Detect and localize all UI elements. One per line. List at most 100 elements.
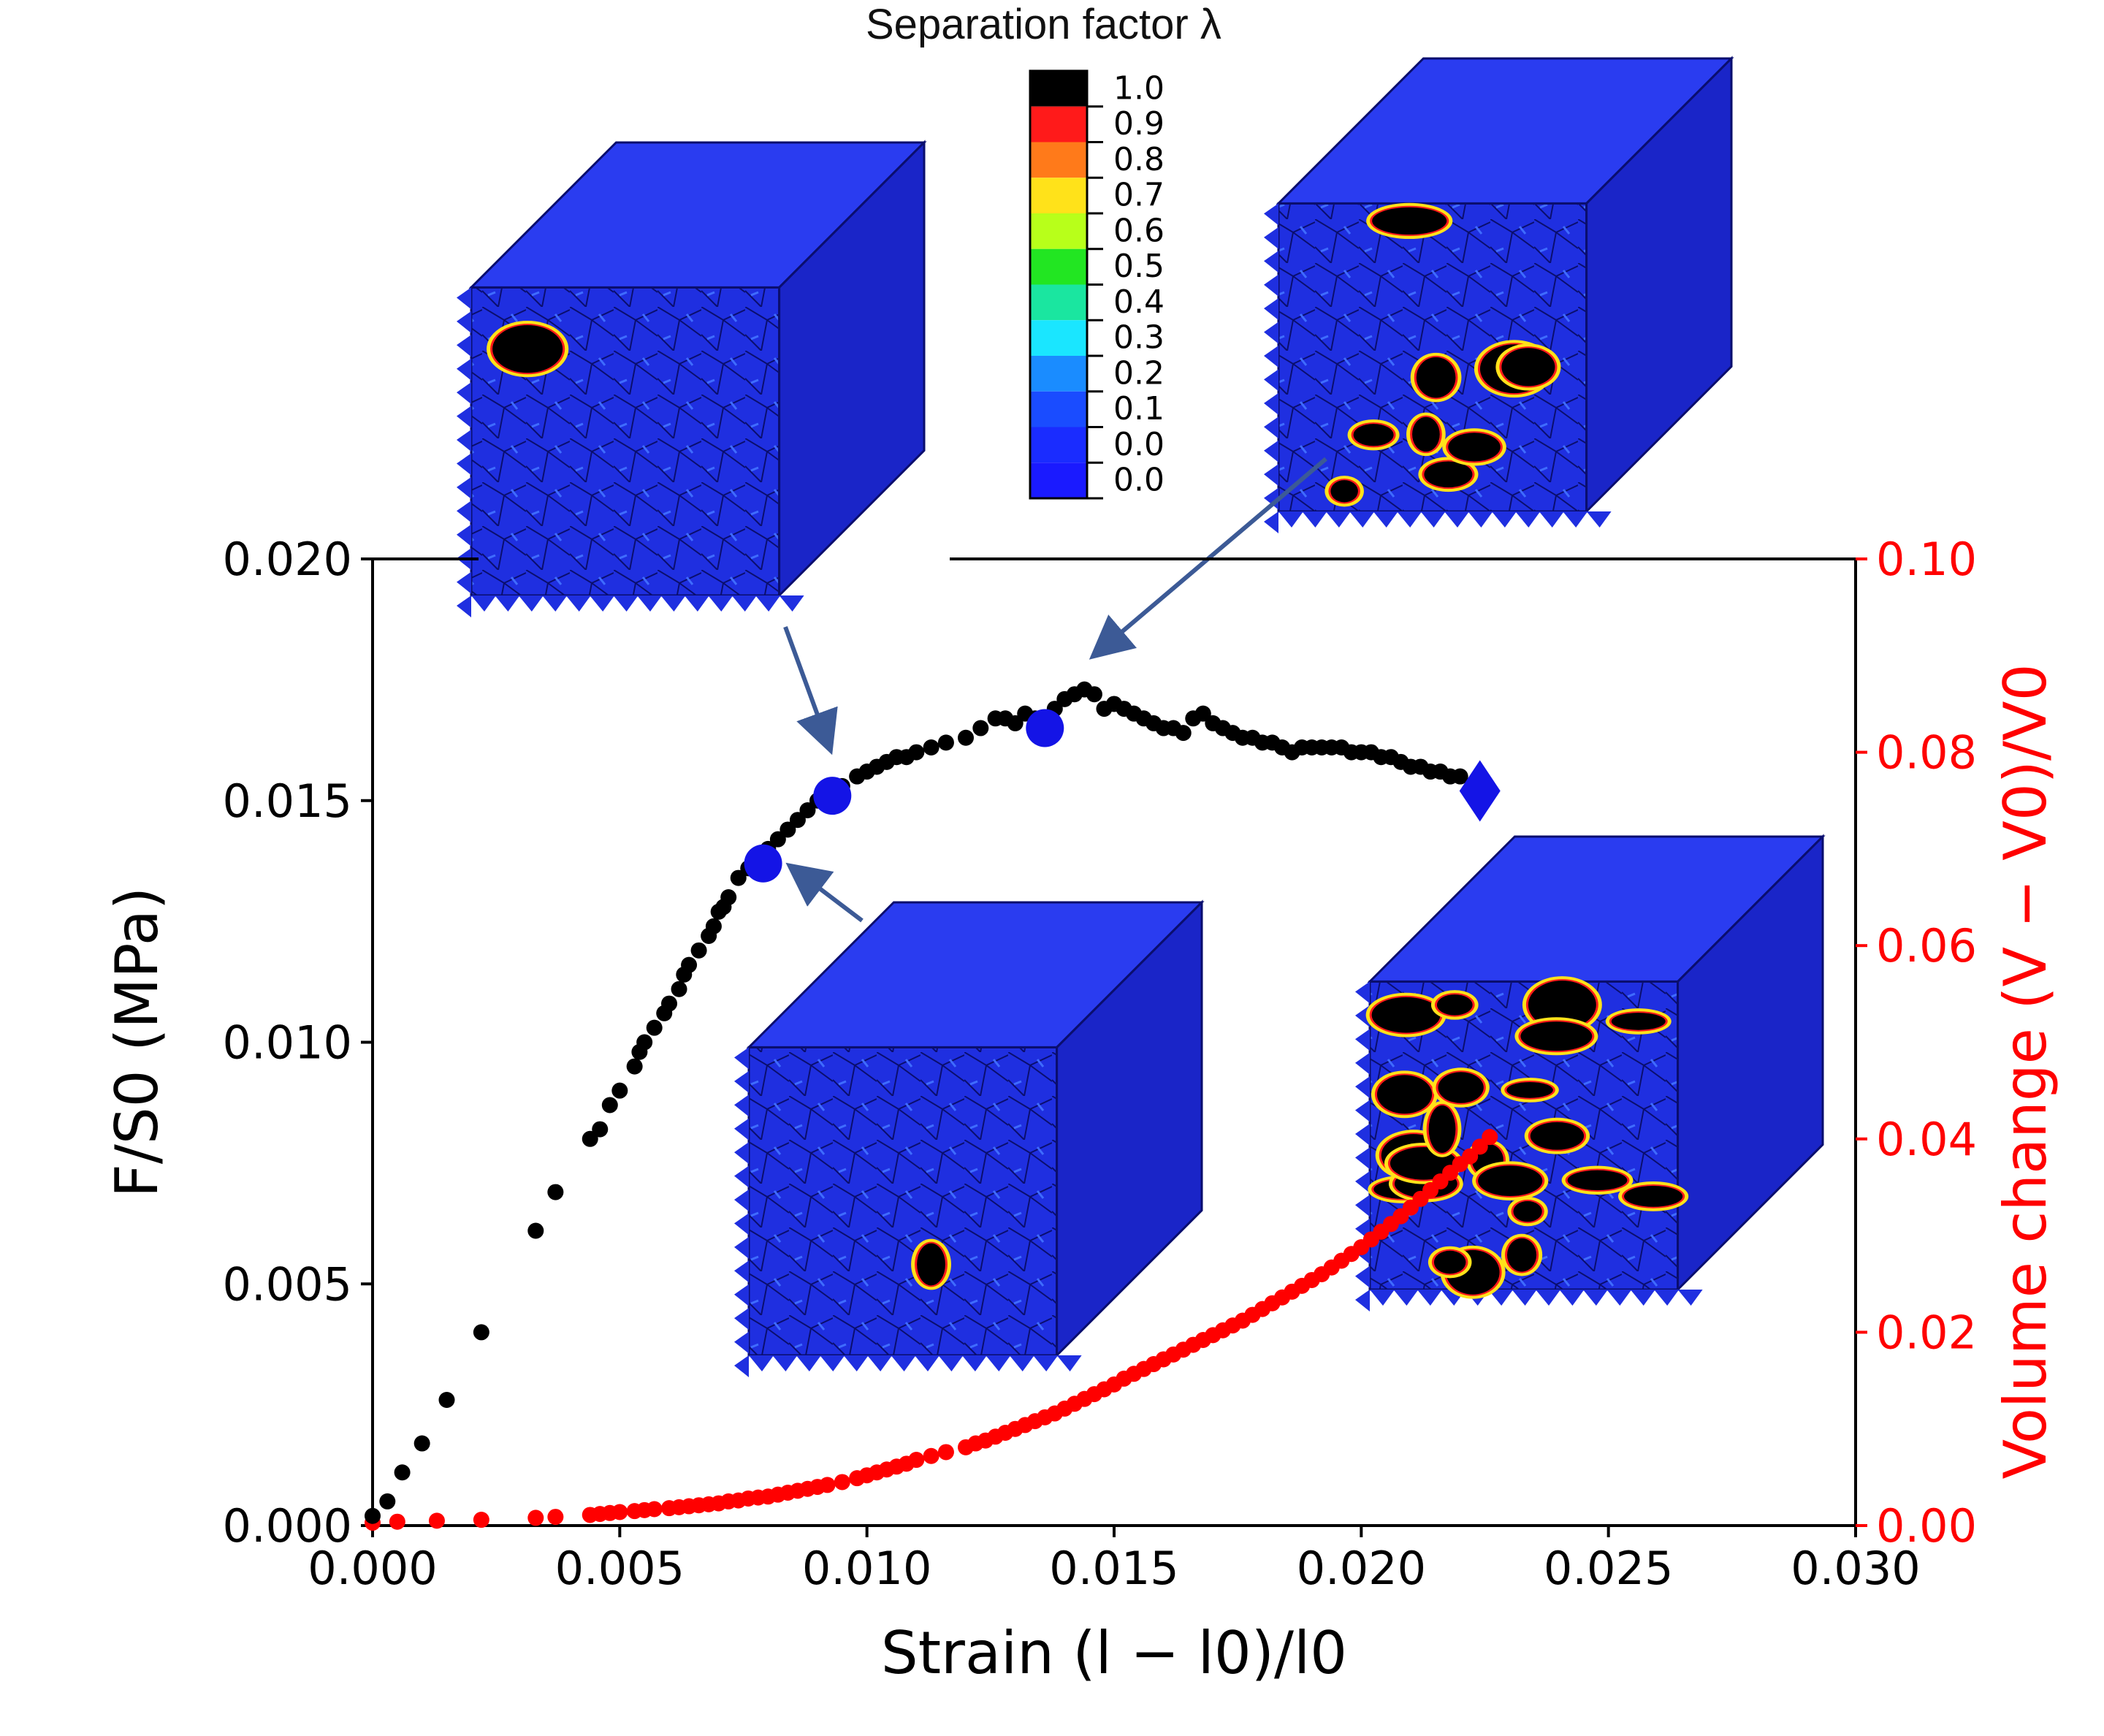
colorbar-swatch: [1030, 106, 1087, 142]
stress-point: [1194, 705, 1211, 722]
stress-point: [923, 739, 939, 755]
y-left-tick-label: 0.005: [223, 1257, 353, 1311]
stress-point: [413, 1435, 430, 1452]
x-tick-label: 0.010: [802, 1542, 932, 1595]
colorbar-label: 0.9: [1113, 105, 1165, 142]
colorbar-label: 0.1: [1113, 390, 1165, 427]
cube-render-stage-3: [1264, 56, 1734, 533]
x-tick-label: 0.025: [1544, 1542, 1674, 1595]
colorbar-swatch: [1030, 71, 1087, 107]
colorbar-label: 0.7: [1113, 177, 1165, 214]
axes: 0.000 0.005 0.010 0.015 0.020 0.025 0.0300.000…: [223, 533, 1978, 1595]
colorbar-swatch: [1030, 248, 1087, 285]
stress-point: [799, 802, 816, 818]
colorbar-label: 0.4: [1113, 283, 1165, 321]
y-right-tick-label: 0.00: [1876, 1499, 1977, 1553]
colorbar-label: 0.2: [1113, 354, 1165, 392]
volume-point: [937, 1444, 954, 1461]
x-tick-label: 0.030: [1791, 1542, 1921, 1595]
y-axis-left-label: F/S0 (MPa): [103, 887, 171, 1198]
highlight-markers: [744, 709, 1501, 883]
colorbar-label: 0.5: [1113, 248, 1165, 285]
callout-arrow: [1089, 457, 1327, 660]
colorbar-swatch: [1030, 391, 1087, 427]
y-right-tick-label: 0.04: [1876, 1113, 1977, 1166]
volume-point: [547, 1509, 564, 1526]
volume-point: [646, 1501, 663, 1518]
volume-point: [819, 1477, 836, 1493]
stage-marker-circle: [813, 777, 852, 815]
stress-point: [582, 1130, 598, 1147]
y-left-tick-label: 0.010: [223, 1016, 353, 1070]
volume-point: [834, 1474, 850, 1491]
stress-point: [394, 1464, 411, 1481]
volume-point: [473, 1512, 489, 1528]
x-tick-label: 0.000: [308, 1542, 438, 1595]
stress-point: [1175, 725, 1192, 742]
stress-point: [937, 734, 954, 751]
axis-labels: Strain (l − l0)/l0 F/S0 (MPa) Volume chang…: [103, 663, 2059, 1687]
stress-point: [720, 889, 737, 906]
stress-point: [769, 831, 786, 848]
data-marks: [365, 681, 1498, 1531]
stress-point: [1007, 715, 1024, 731]
volume-point: [389, 1513, 405, 1530]
stress-point: [789, 812, 806, 829]
volume-point: [1482, 1129, 1498, 1146]
stress-point: [972, 720, 989, 736]
stage-marker-circle: [744, 844, 782, 883]
stress-point: [527, 1222, 544, 1239]
colorbar-swatch: [1030, 320, 1087, 356]
stress-point: [908, 744, 925, 761]
y-left-tick-label: 0.015: [223, 774, 353, 828]
y-right-tick-label: 0.08: [1876, 726, 1977, 780]
stage-marker-diamond: [1459, 760, 1501, 822]
stress-point: [547, 1184, 564, 1200]
cube-renders: [457, 56, 1826, 1377]
volume-point: [527, 1510, 544, 1526]
colorbar-swatch: [1030, 178, 1087, 213]
stress-point: [661, 995, 677, 1012]
y-left-tick-label: 0.020: [223, 533, 353, 586]
x-tick-label: 0.005: [555, 1542, 685, 1595]
stress-point: [1452, 768, 1468, 785]
stress-point: [592, 1121, 609, 1138]
colorbar-swatch: [1030, 356, 1087, 392]
colorbar: 1.00.90.80.70.60.50.40.30.20.10.00.0: [1029, 69, 1165, 500]
stress-point: [611, 1082, 628, 1099]
stress-point: [780, 821, 796, 838]
cube-render-stage-4: [1355, 834, 1826, 1311]
x-tick-label: 0.020: [1297, 1542, 1427, 1595]
stress-point: [601, 1097, 618, 1113]
y-left-tick-label: 0.000: [223, 1499, 353, 1553]
y-right-tick-label: 0.02: [1876, 1306, 1977, 1359]
volume-point: [611, 1504, 628, 1520]
colorbar-swatch: [1030, 462, 1087, 498]
volume-point: [428, 1512, 445, 1529]
colorbar-label: 0.3: [1113, 319, 1165, 357]
colorbar-swatch: [1030, 142, 1087, 178]
colorbar-label: 0.0: [1113, 462, 1165, 499]
stress-point: [705, 918, 722, 934]
y-axis-right-label: Volume change (V − V0)/V0: [1991, 663, 2059, 1479]
x-axis-label: Strain (l − l0)/l0: [881, 1619, 1347, 1687]
stress-point: [690, 942, 707, 959]
callout-arrow: [783, 625, 838, 755]
colorbar-label: 0.0: [1113, 426, 1165, 463]
y-right-tick-label: 0.10: [1876, 533, 1977, 586]
stress-point: [626, 1058, 643, 1075]
colorbar-title: Separation factor λ: [866, 1, 1221, 48]
colorbar-label: 1.0: [1113, 69, 1165, 107]
stress-point: [1086, 686, 1102, 703]
colorbar-label: 0.8: [1113, 141, 1165, 178]
colorbar-swatch: [1030, 427, 1087, 463]
colorbar-label: 0.6: [1113, 212, 1165, 249]
volume-point: [908, 1452, 925, 1469]
callout-arrow: [785, 862, 864, 923]
stress-point: [636, 1034, 653, 1051]
stress-point: [379, 1493, 396, 1510]
x-tick-label: 0.015: [1049, 1542, 1179, 1595]
stage-marker-circle: [1026, 709, 1064, 747]
colorbar-swatch: [1030, 213, 1087, 249]
